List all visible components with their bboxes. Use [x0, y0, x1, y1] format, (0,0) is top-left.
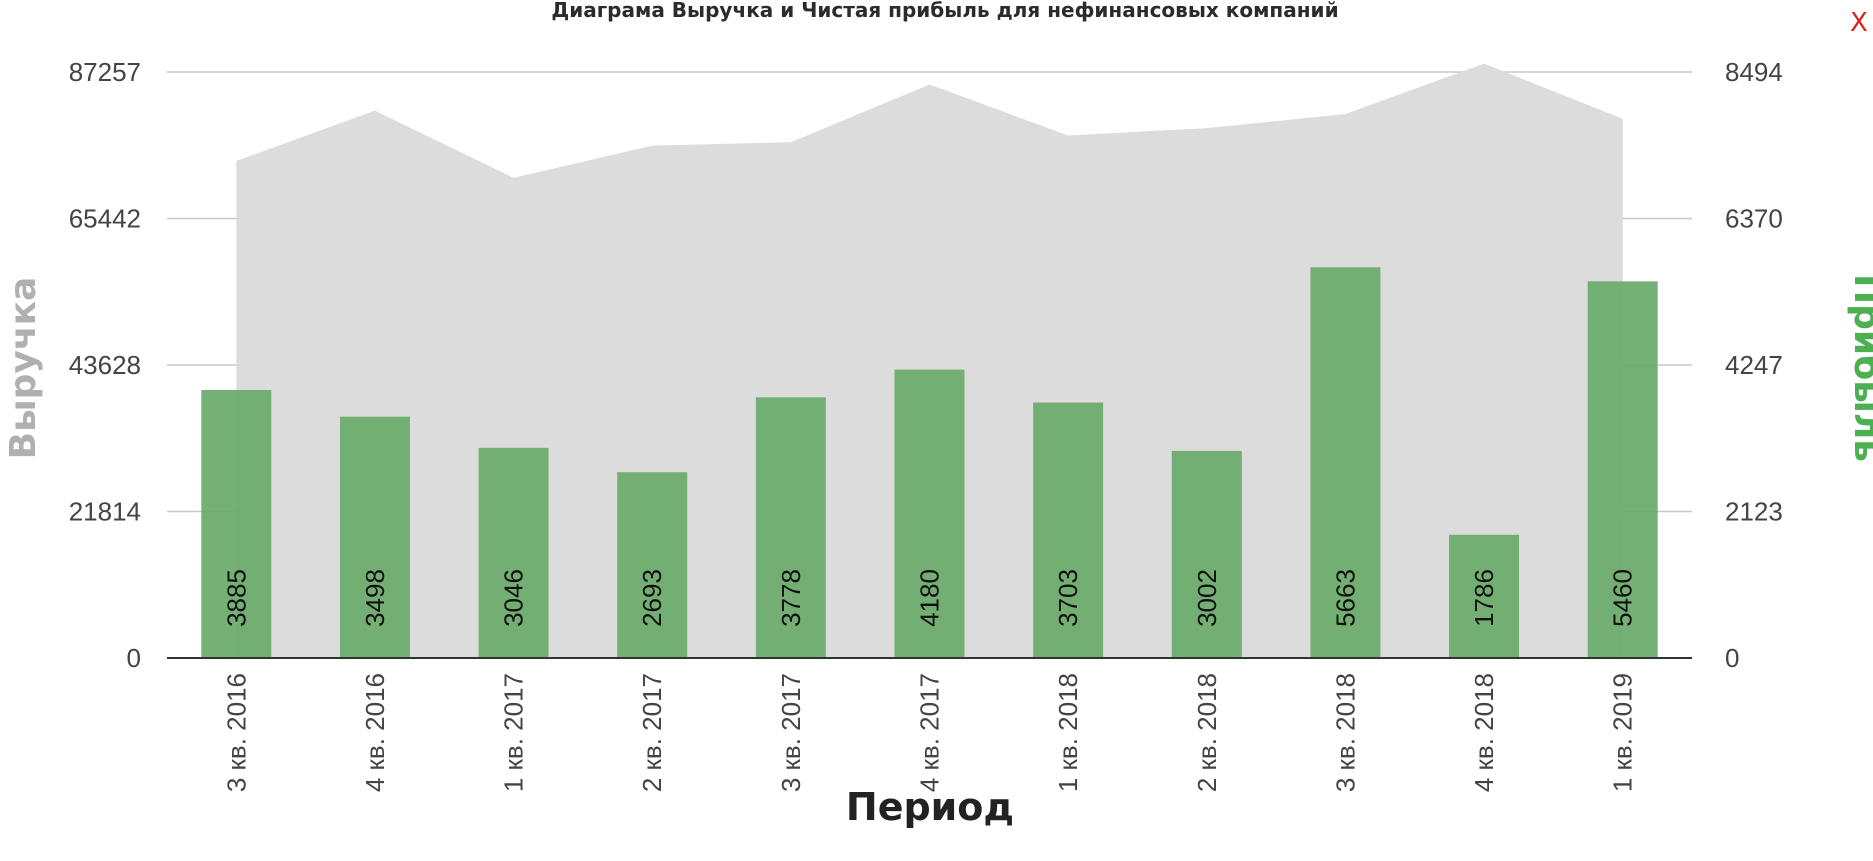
right-axis-title: Прибыль: [1846, 274, 1873, 462]
bar-value-label: 3703: [1053, 569, 1083, 627]
x-tick-label: 4 кв. 2018: [1469, 673, 1499, 792]
left-tick-label: 65442: [69, 204, 141, 234]
bar-value-label: 4180: [915, 569, 945, 627]
profit-bar[interactable]: [339, 416, 410, 658]
bar-value-label: 5663: [1330, 569, 1360, 627]
x-tick-label: 4 кв. 2016: [360, 673, 390, 792]
profit-bar[interactable]: [894, 369, 965, 658]
x-tick-label: 2 кв. 2017: [637, 673, 667, 792]
left-tick-label: 21814: [69, 497, 141, 527]
left-axis-ticks: 0 21814 43628 65442 87257: [69, 57, 141, 673]
bar-value-label: 3885: [221, 569, 251, 627]
right-tick-label: 8494: [1725, 57, 1783, 87]
bar-value-label: 3778: [776, 569, 806, 627]
right-tick-label: 6370: [1725, 204, 1783, 234]
revenue-area-shape: [236, 63, 1623, 658]
bar-value-label: 1786: [1469, 569, 1499, 627]
profit-bar[interactable]: [1587, 281, 1658, 658]
x-axis-ticks: 3 кв. 2016 4 кв. 2016 1 кв. 2017 2 кв. 2017…: [221, 673, 1637, 792]
right-tick-label: 2123: [1725, 497, 1783, 527]
bar-value-label: 3498: [360, 569, 390, 627]
right-tick-label: 0: [1725, 643, 1739, 673]
close-icon[interactable]: X: [1850, 8, 1868, 38]
bar-value-label: 3002: [1192, 569, 1222, 627]
x-tick-label: 3 кв. 2016: [221, 673, 251, 792]
profit-bars: 3885 3498 3046 2693 3778 4180 3703 3002 5663 1786…: [201, 267, 1658, 658]
profit-bar[interactable]: [755, 397, 826, 658]
left-tick-label: 87257: [69, 57, 141, 87]
bar-value-label: 5460: [1608, 569, 1638, 627]
left-tick-label: 0: [127, 643, 141, 673]
profit-bar[interactable]: [478, 447, 549, 658]
profit-bar[interactable]: [1449, 534, 1520, 658]
x-tick-label: 2 кв. 2018: [1192, 673, 1222, 792]
right-axis-ticks: 0 2123 4247 6370 8494: [1725, 57, 1783, 673]
x-tick-label: 1 кв. 2017: [499, 673, 529, 792]
x-tick-label: 3 кв. 2018: [1330, 673, 1360, 792]
profit-bar[interactable]: [1171, 450, 1242, 658]
x-tick-label: 1 кв. 2018: [1053, 673, 1083, 792]
x-tick-label: 3 кв. 2017: [776, 673, 806, 792]
right-tick-label: 4247: [1725, 350, 1783, 380]
x-axis-title: Период: [846, 785, 1014, 829]
left-tick-label: 43628: [69, 350, 141, 380]
x-tick-label: 1 кв. 2019: [1608, 673, 1638, 792]
bar-value-label: 2693: [637, 569, 667, 627]
left-axis-title: Выручка: [3, 277, 44, 460]
profit-bar[interactable]: [617, 472, 688, 658]
profit-bar[interactable]: [201, 389, 272, 658]
profit-bar[interactable]: [1310, 267, 1381, 658]
x-tick-label: 4 кв. 2017: [915, 673, 945, 792]
bar-value-label: 3046: [499, 569, 529, 627]
chart-title: Диаграма Выручка и Чистая прибыль для не…: [551, 0, 1339, 22]
revenue-area: [236, 63, 1623, 658]
profit-bar[interactable]: [1033, 402, 1104, 658]
